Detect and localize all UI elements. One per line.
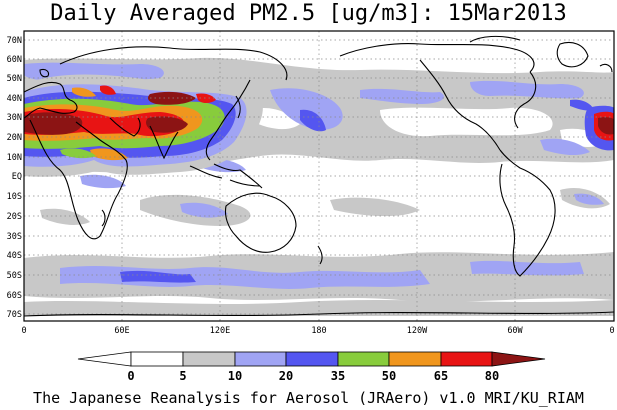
colorbar — [77, 351, 546, 367]
sahara-darkred — [24, 112, 83, 135]
lat-label: 30N — [7, 113, 22, 123]
lat-label: 10N — [7, 153, 22, 163]
map-footer: The Japanese Reanalysis for Aerosol (JRA… — [33, 389, 584, 407]
map-title: Daily Averaged PM2.5 [ug/m3]: 15Mar2013 — [50, 1, 567, 26]
north-china-darkred — [148, 91, 196, 105]
lat-label: 20S — [7, 212, 22, 222]
lat-label: 70N — [7, 36, 22, 46]
lat-label: 40S — [7, 251, 22, 261]
colorbar-swatch — [182, 351, 236, 367]
colorbar-swatch — [234, 351, 287, 367]
lon-label: 120E — [210, 326, 230, 336]
lon-label: 60E — [114, 326, 129, 336]
map-gridlines — [24, 31, 614, 321]
caribbean-darkred — [598, 117, 614, 135]
lat-label: 50N — [7, 74, 22, 84]
lon-label: 120W — [407, 326, 428, 336]
colorbar-ticks: 0 5 10 20 35 50 65 80 — [127, 369, 499, 383]
lat-label: 70S — [7, 310, 22, 320]
colorbar-swatch — [388, 351, 442, 367]
lat-label: 10S — [7, 192, 22, 202]
pm25-field — [24, 57, 614, 316]
lat-label: 20N — [7, 133, 22, 143]
southern-band-blue — [120, 270, 196, 283]
colorbar-swatch — [440, 351, 493, 367]
lon-label: 0 — [609, 326, 614, 336]
lat-label: 50S — [7, 271, 22, 281]
lon-label: 0 — [21, 326, 26, 336]
lon-labels: 0 60E 120E 180 120W 60W 0 — [21, 326, 614, 336]
colorbar-tick: 20 — [279, 369, 293, 383]
colorbar-tick: 50 — [382, 369, 396, 383]
colorbar-tick: 10 — [228, 369, 242, 383]
lat-labels: 70N 60N 50N 40N 30N 20N 10N EQ 10S 20S 3… — [7, 36, 22, 320]
colorbar-swatch — [130, 351, 184, 367]
colorbar-tick: 65 — [434, 369, 448, 383]
lat-label: 40N — [7, 94, 22, 104]
lat-label: 60S — [7, 291, 22, 301]
colorbar-tick: 80 — [485, 369, 499, 383]
colorbar-swatch — [337, 351, 390, 367]
coastlines — [24, 35, 614, 317]
lat-label: EQ — [12, 172, 22, 182]
colorbar-tick: 0 — [127, 369, 134, 383]
colorbar-tick: 35 — [331, 369, 345, 383]
colorbar-right-arrow — [491, 351, 546, 367]
china-darkred — [146, 116, 188, 133]
lon-label: 60W — [507, 326, 523, 336]
colorbar-swatch — [285, 351, 339, 367]
lon-label: 180 — [311, 326, 326, 336]
colorbar-left-arrow — [77, 351, 132, 367]
lat-label: 60N — [7, 55, 22, 65]
lat-label: 30S — [7, 232, 22, 242]
colorbar-tick: 5 — [179, 369, 186, 383]
pacific-blue-patch — [300, 109, 326, 132]
